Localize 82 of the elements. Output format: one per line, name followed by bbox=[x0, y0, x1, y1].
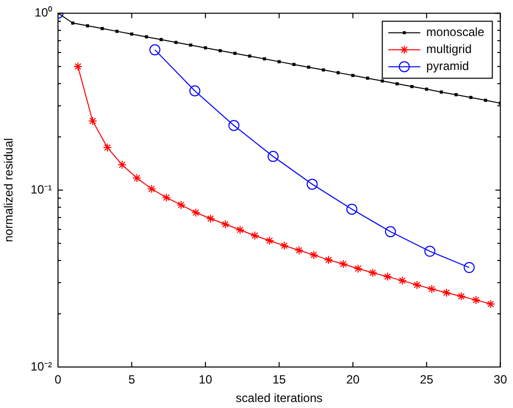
point bbox=[354, 264, 363, 274]
y-tick-label: 10⁰ bbox=[34, 6, 52, 20]
point bbox=[262, 57, 266, 60]
point bbox=[469, 96, 472, 100]
point bbox=[204, 46, 208, 50]
point bbox=[189, 44, 192, 47]
point bbox=[486, 300, 496, 309]
point bbox=[149, 44, 160, 56]
x-tick-label: 30 bbox=[494, 372, 508, 387]
point bbox=[484, 98, 488, 102]
point bbox=[88, 116, 98, 126]
point bbox=[346, 204, 358, 215]
legend-label: multigrid bbox=[426, 42, 472, 56]
x-tick-label: 25 bbox=[420, 372, 434, 387]
point bbox=[309, 250, 318, 260]
point bbox=[324, 255, 334, 264]
point bbox=[454, 93, 458, 96]
x-tick-label: 0 bbox=[54, 372, 62, 387]
y-tick-label: 10⁻² bbox=[30, 359, 52, 374]
point bbox=[132, 174, 142, 183]
point bbox=[307, 66, 310, 69]
point bbox=[396, 82, 399, 86]
point bbox=[160, 38, 163, 42]
point bbox=[174, 40, 178, 44]
point bbox=[191, 208, 200, 218]
point bbox=[351, 74, 354, 77]
point bbox=[383, 272, 392, 282]
point bbox=[144, 35, 148, 38]
x-tick-label: 20 bbox=[346, 372, 360, 387]
point bbox=[292, 62, 296, 66]
point bbox=[130, 32, 134, 36]
point bbox=[228, 120, 240, 131]
x-tick-label: 5 bbox=[128, 372, 136, 387]
point bbox=[248, 54, 252, 58]
point bbox=[176, 200, 186, 210]
point bbox=[278, 60, 281, 64]
point bbox=[440, 90, 443, 94]
point bbox=[162, 193, 171, 202]
point bbox=[268, 150, 279, 162]
point bbox=[368, 268, 378, 278]
legend-label: pyramid bbox=[426, 59, 469, 74]
point bbox=[71, 21, 74, 25]
y-axis-title: normalized residual bbox=[2, 138, 16, 242]
point bbox=[147, 184, 156, 194]
point bbox=[424, 246, 436, 257]
point bbox=[398, 276, 407, 286]
point bbox=[456, 292, 466, 301]
point bbox=[265, 236, 274, 246]
point bbox=[322, 68, 325, 72]
point bbox=[189, 85, 200, 96]
point bbox=[86, 24, 90, 28]
point bbox=[442, 288, 452, 298]
point bbox=[73, 62, 82, 71]
point bbox=[427, 284, 436, 294]
x-tick-label: 10 bbox=[198, 372, 212, 387]
point bbox=[102, 143, 112, 152]
point bbox=[100, 26, 104, 30]
x-tick-label: 15 bbox=[272, 372, 286, 387]
point bbox=[366, 76, 370, 80]
point bbox=[338, 260, 348, 269]
point bbox=[464, 262, 475, 274]
point bbox=[412, 280, 422, 290]
point bbox=[380, 79, 384, 83]
point bbox=[280, 241, 289, 250]
y-tick-label: 10⁻¹ bbox=[30, 182, 52, 196]
point bbox=[472, 296, 480, 305]
x-axis-title: scaled iterations bbox=[236, 391, 323, 406]
point bbox=[115, 30, 119, 33]
point bbox=[236, 225, 245, 234]
point bbox=[220, 220, 230, 229]
point bbox=[250, 231, 260, 240]
point bbox=[233, 52, 236, 55]
point bbox=[306, 178, 318, 190]
point bbox=[384, 226, 396, 238]
point bbox=[206, 214, 216, 224]
legend-label: monoscale bbox=[426, 25, 485, 40]
point bbox=[118, 160, 127, 170]
point bbox=[218, 49, 222, 52]
point bbox=[294, 246, 304, 255]
point bbox=[410, 84, 414, 88]
point bbox=[425, 88, 428, 91]
point bbox=[336, 71, 340, 74]
